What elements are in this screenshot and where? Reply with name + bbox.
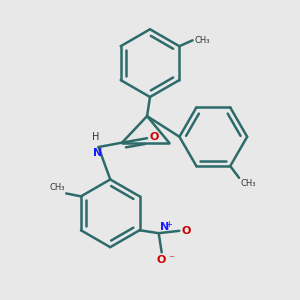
- Text: ⁻: ⁻: [168, 255, 174, 265]
- Text: +: +: [165, 220, 172, 229]
- Text: N: N: [93, 148, 103, 158]
- Text: H: H: [92, 132, 99, 142]
- Text: CH₃: CH₃: [194, 36, 209, 45]
- Text: CH₃: CH₃: [241, 179, 256, 188]
- Text: O: O: [157, 255, 166, 265]
- Text: CH₃: CH₃: [49, 183, 65, 192]
- Text: N: N: [160, 222, 169, 232]
- Text: O: O: [181, 226, 190, 236]
- Text: O: O: [149, 132, 159, 142]
